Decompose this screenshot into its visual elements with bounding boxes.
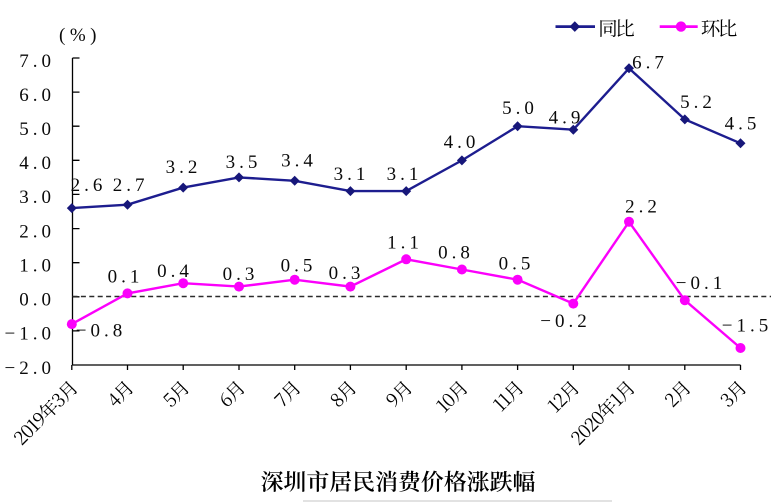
svg-text:0.3: 0.3: [329, 263, 365, 284]
svg-text:−1.0: −1.0: [5, 324, 55, 345]
svg-text:2.2: 2.2: [625, 196, 661, 217]
svg-text:−0.8: −0.8: [76, 320, 126, 341]
svg-text:3.5: 3.5: [226, 152, 262, 173]
svg-text:0.8: 0.8: [438, 242, 474, 263]
svg-text:0.5: 0.5: [281, 255, 317, 276]
svg-text:0.4: 0.4: [157, 261, 193, 282]
svg-text:5.0: 5.0: [502, 98, 538, 119]
svg-text:6.7: 6.7: [632, 52, 668, 73]
svg-text:−2.0: −2.0: [5, 358, 55, 379]
svg-text:2.7: 2.7: [113, 175, 149, 196]
svg-text:1.0: 1.0: [19, 256, 55, 277]
svg-text:3.2: 3.2: [166, 157, 202, 178]
svg-text:−1.5: −1.5: [722, 315, 772, 336]
svg-text:1.1: 1.1: [387, 232, 423, 253]
svg-text:3.4: 3.4: [281, 150, 317, 171]
svg-text:7.0: 7.0: [19, 51, 55, 72]
svg-text:4.0: 4.0: [444, 132, 480, 153]
svg-text:3.1: 3.1: [334, 164, 370, 185]
svg-text:2.6: 2.6: [71, 175, 107, 196]
svg-text:−0.1: −0.1: [676, 273, 726, 294]
svg-text:3.1: 3.1: [387, 164, 423, 185]
svg-text:4.5: 4.5: [725, 113, 761, 134]
svg-text:0.3: 0.3: [223, 264, 259, 285]
svg-text:6.0: 6.0: [19, 85, 55, 106]
svg-text:0.1: 0.1: [108, 266, 144, 287]
svg-text:5.2: 5.2: [680, 92, 716, 113]
svg-text:4.0: 4.0: [19, 153, 55, 174]
svg-text:2.0: 2.0: [19, 221, 55, 242]
svg-text:5.0: 5.0: [19, 119, 55, 140]
svg-text:0.5: 0.5: [499, 253, 535, 274]
svg-text:0.0: 0.0: [19, 290, 55, 311]
svg-text:−0.2: −0.2: [540, 311, 590, 332]
svg-text:3.0: 3.0: [19, 187, 55, 208]
svg-text:4.9: 4.9: [549, 107, 585, 128]
svg-text:(%): (%): [59, 25, 101, 46]
